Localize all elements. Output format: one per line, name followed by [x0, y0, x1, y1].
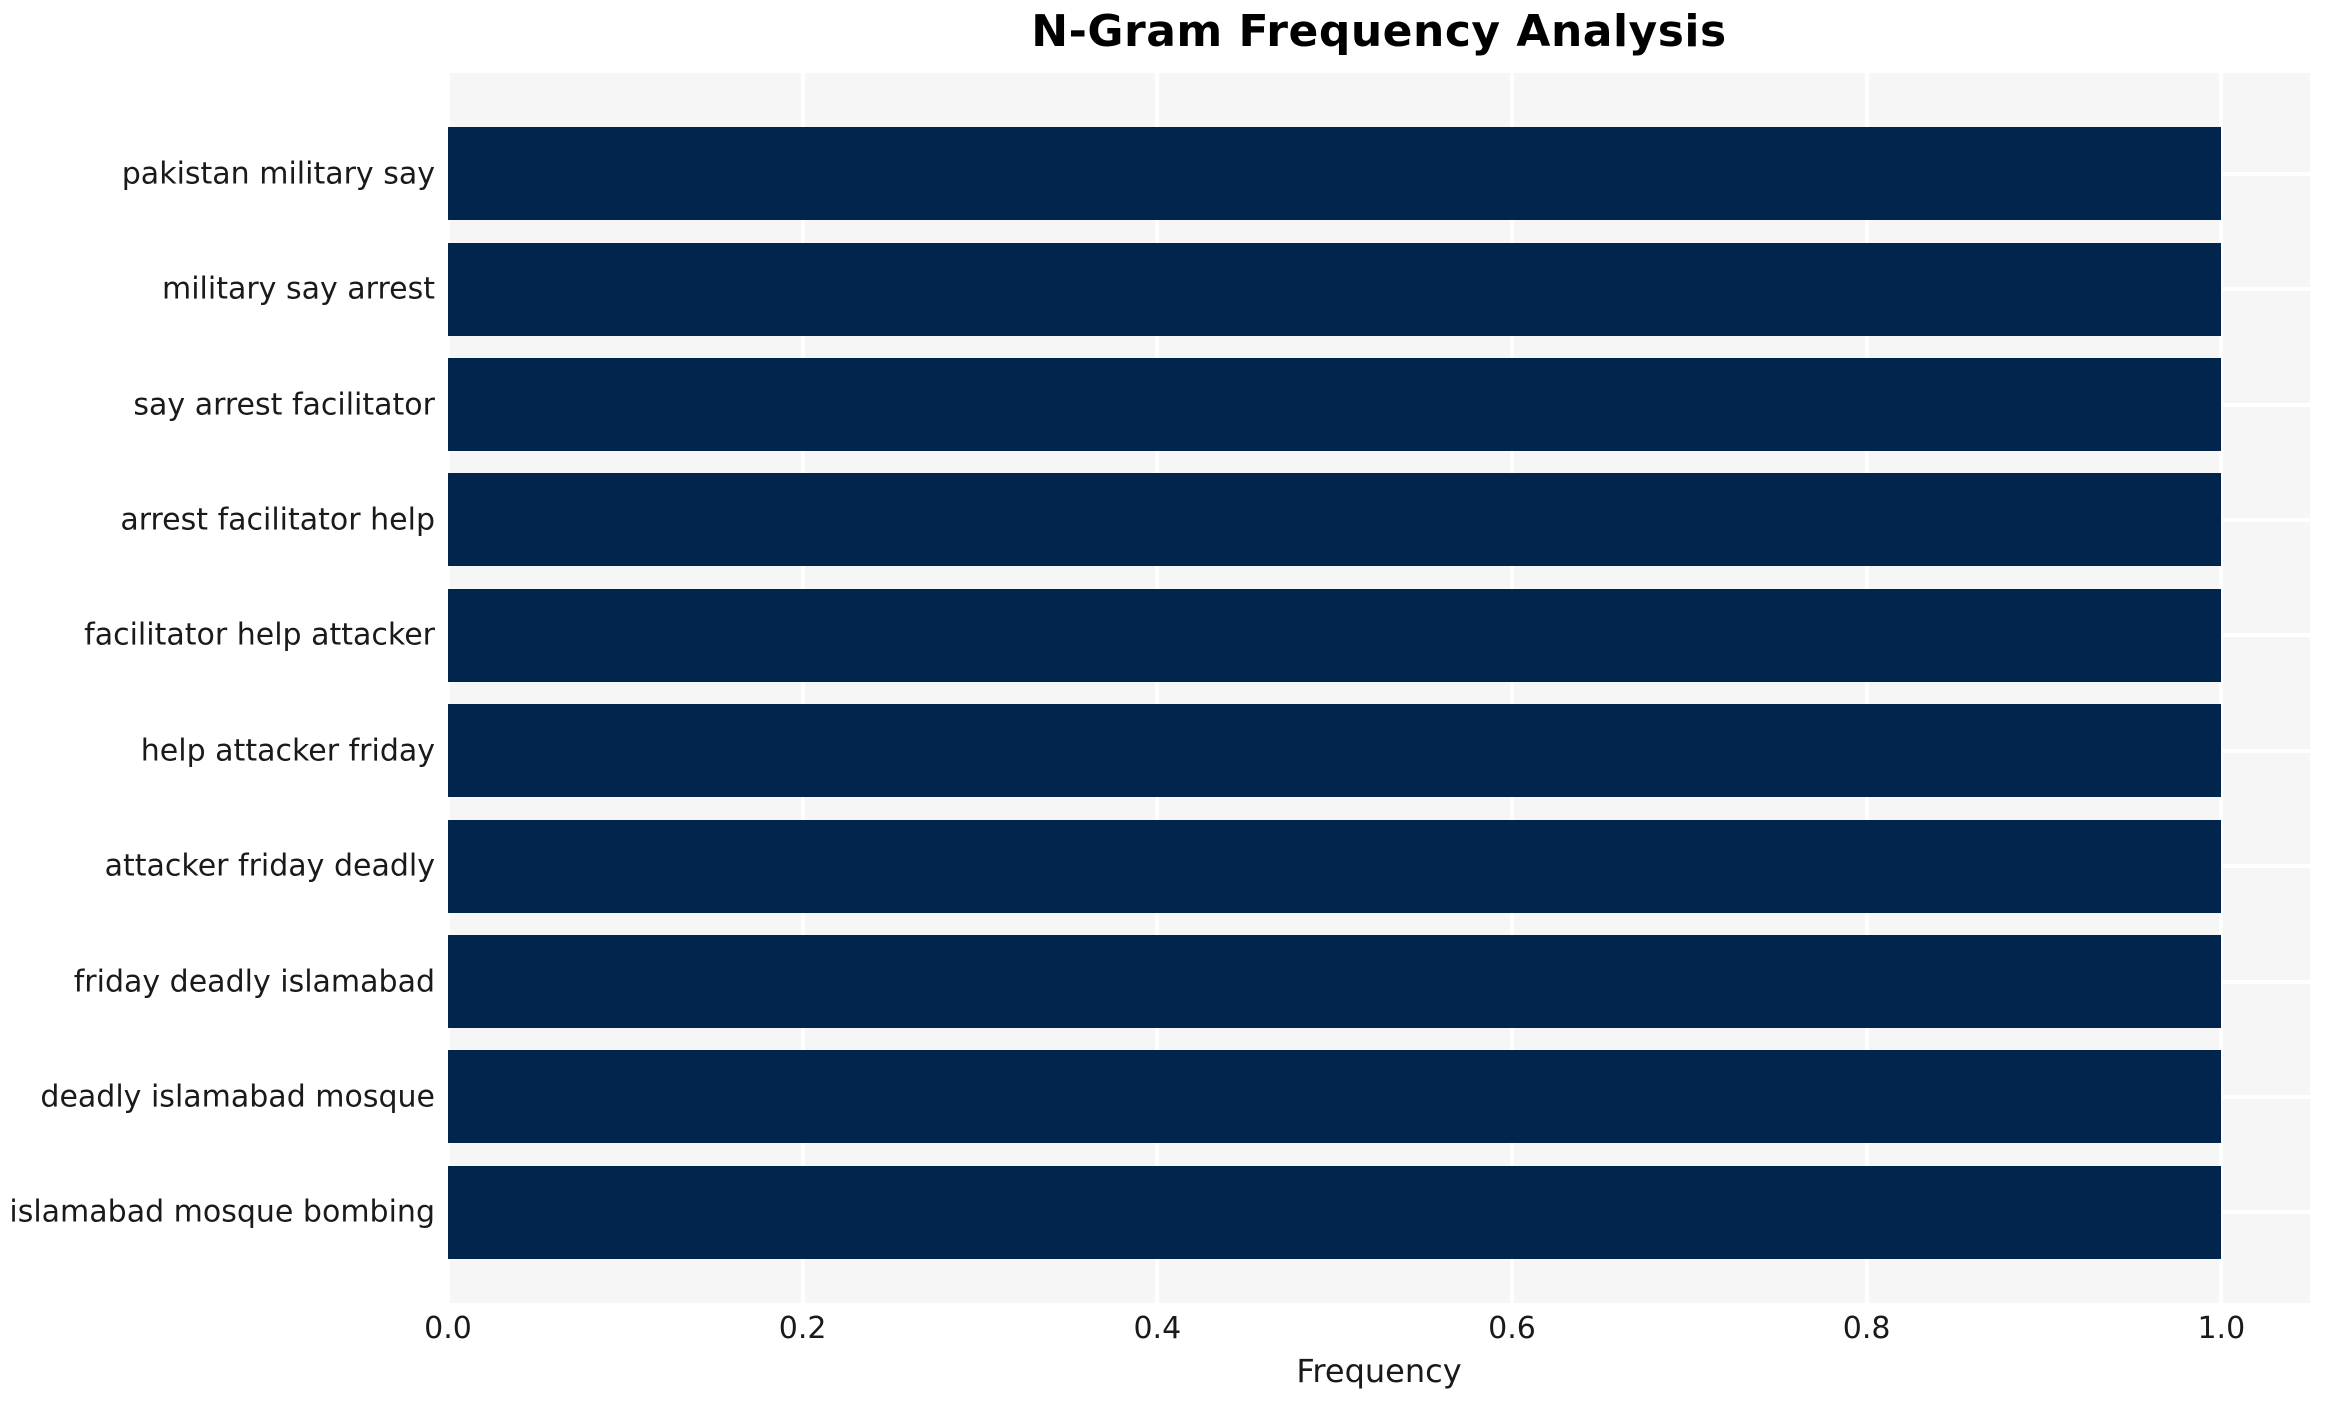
y-tick-label: arrest facilitator help [120, 502, 435, 538]
chart-row: attacker friday deadly [105, 808, 2310, 923]
frequency-bar [448, 358, 2222, 452]
x-tick-label: 0.0 [424, 1311, 472, 1346]
y-tick-label: facilitator help attacker [84, 617, 435, 653]
frequency-bar [448, 1050, 2222, 1144]
frequency-bar [448, 473, 2222, 567]
frequency-bar [448, 935, 2222, 1029]
chart-title: N-Gram Frequency Analysis [1031, 6, 1727, 57]
chart-row: deadly islamabad mosque [40, 1039, 2310, 1154]
chart-row: help attacker friday [141, 693, 2310, 808]
x-gridline [2219, 73, 2224, 1303]
x-tick-label: 1.0 [2197, 1311, 2246, 1346]
x-gridline [1864, 73, 1869, 1303]
y-tick-label: attacker friday deadly [104, 848, 435, 884]
chart-row: facilitator help attacker [84, 578, 2310, 693]
frequency-bar [448, 1165, 2222, 1259]
x-tick-label: 0.2 [778, 1311, 827, 1346]
frequency-bar [448, 127, 2222, 221]
gridline-layer [446, 73, 2310, 1303]
frequency-bar [448, 819, 2222, 913]
x-gridline [1155, 73, 1160, 1303]
chart-row: islamabad mosque bombing [9, 1155, 2310, 1270]
y-tick-label: say arrest facilitator [133, 387, 435, 423]
y-tick-label: deadly islamabad mosque [40, 1079, 435, 1115]
plot-area: pakistan military say military say arres… [9, 73, 2310, 1303]
chart-row: arrest facilitator help [120, 462, 2310, 577]
frequency-bar [448, 704, 2222, 798]
chart-row: military say arrest [162, 231, 2310, 346]
x-tick-label: 0.6 [1488, 1311, 1536, 1346]
chart-row: pakistan military say [122, 116, 2310, 231]
chart-row: friday deadly islamabad [74, 924, 2310, 1039]
y-tick-label: friday deadly islamabad [73, 964, 435, 1000]
frequency-bar [448, 242, 2222, 336]
y-tick-label: islamabad mosque bombing [9, 1194, 435, 1230]
bars-layer: pakistan military say military say arres… [9, 116, 2310, 1270]
chart-row: say arrest facilitator [133, 347, 2310, 462]
x-gridline [446, 73, 450, 1303]
frequency-bar [448, 588, 2222, 682]
y-tick-label: help attacker friday [140, 733, 435, 769]
x-gridline [800, 73, 805, 1303]
x-tick-label: 0.8 [1842, 1311, 1891, 1346]
x-axis-label: Frequency [1296, 1352, 1462, 1390]
x-axis-ticks: 0.0 0.2 0.4 0.6 0.8 1.0 [424, 1311, 2310, 1351]
y-tick-label: military say arrest [161, 271, 435, 307]
x-tick-label: 0.4 [1133, 1311, 1182, 1346]
x-gridline [1510, 73, 1514, 1303]
y-tick-label: pakistan military say [121, 156, 435, 192]
